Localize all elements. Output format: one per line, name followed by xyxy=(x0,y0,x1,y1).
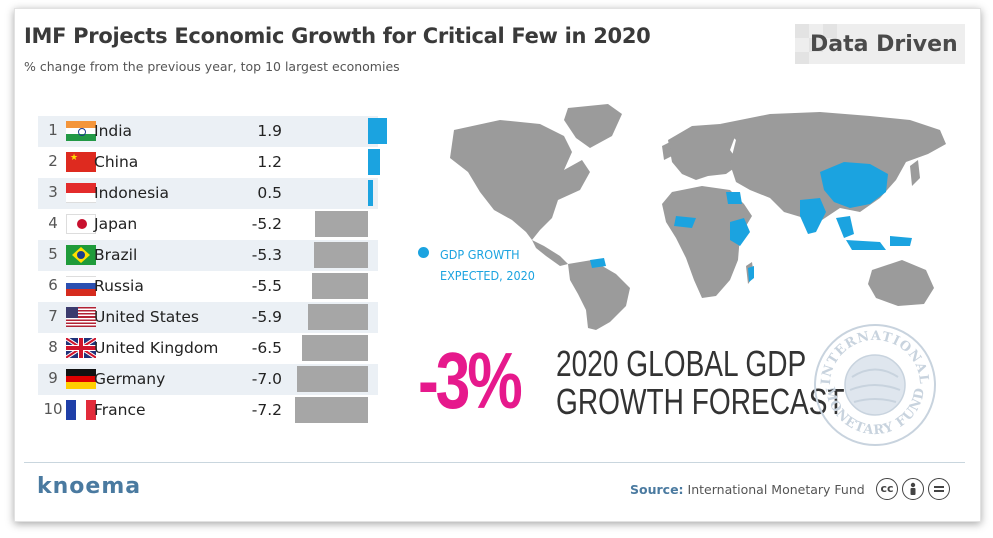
rank-label: 2 xyxy=(48,152,58,170)
uk-flag-icon xyxy=(66,338,96,358)
country-label: India xyxy=(94,122,133,140)
bar xyxy=(295,397,368,423)
source-text[interactable]: International Monetary Fund xyxy=(687,482,865,497)
equals-icon xyxy=(934,486,944,492)
source-label: Source: xyxy=(630,482,684,497)
bar xyxy=(368,149,381,175)
country-label: United States xyxy=(94,308,199,326)
country-label: Russia xyxy=(94,277,144,295)
bar xyxy=(312,273,368,299)
chart-subtitle: % change from the previous year, top 10 … xyxy=(24,59,400,74)
rank-label: 10 xyxy=(43,400,63,418)
rank-label: 8 xyxy=(48,338,58,356)
value-label: -5.2 xyxy=(251,215,282,233)
indonesia-flag-icon xyxy=(66,183,96,203)
brazil-flag-icon xyxy=(66,245,96,265)
chart-title: IMF Projects Economic Growth for Critica… xyxy=(24,24,651,48)
country-label: Germany xyxy=(94,370,166,388)
value-label: -5.3 xyxy=(251,246,282,264)
footer-divider xyxy=(24,462,965,463)
brand-label: Data Driven xyxy=(810,32,958,57)
china-flag-icon: ★ xyxy=(66,152,96,172)
value-label: -5.9 xyxy=(251,308,282,326)
value-label: -7.2 xyxy=(251,401,282,419)
no-derivatives-icon[interactable] xyxy=(928,478,950,500)
bar xyxy=(315,211,368,237)
bar xyxy=(368,118,388,144)
value-label: 1.2 xyxy=(257,153,282,171)
russia-flag-icon xyxy=(66,276,96,296)
usa-flag-icon xyxy=(66,307,96,327)
person-icon xyxy=(910,482,916,495)
country-label: China xyxy=(94,153,139,171)
france-flag-icon xyxy=(66,400,96,420)
value-label: -5.5 xyxy=(251,277,282,295)
legend-dot xyxy=(418,247,429,258)
map-legend: GDP GROWTH EXPECTED, 2020 xyxy=(440,247,535,283)
source-line: Source: International Monetary Fund xyxy=(630,482,865,497)
germany-flag-icon xyxy=(66,369,96,389)
value-label: -7.0 xyxy=(251,370,282,388)
bar xyxy=(302,335,368,361)
rank-label: 7 xyxy=(48,307,58,325)
attribution-icon[interactable] xyxy=(902,478,924,500)
country-label: United Kingdom xyxy=(94,339,219,357)
country-label: Brazil xyxy=(94,246,138,264)
value-label: 0.5 xyxy=(257,184,282,202)
value-label: 1.9 xyxy=(257,122,282,140)
rank-label: 4 xyxy=(48,214,58,232)
rank-label: 3 xyxy=(48,183,58,201)
india-flag-icon xyxy=(66,121,96,141)
forecast-label: 2020 GLOBAL GDP GROWTH FORECAST xyxy=(556,343,845,422)
rank-label: 9 xyxy=(48,369,58,387)
brand-box xyxy=(795,24,965,64)
cc-icon[interactable]: cc xyxy=(876,478,898,500)
bar xyxy=(314,242,368,268)
rank-label: 6 xyxy=(48,276,58,294)
rank-label: 1 xyxy=(48,121,58,139)
bar xyxy=(297,366,368,392)
country-label: Japan xyxy=(94,215,138,233)
world-map xyxy=(450,104,946,330)
country-label: France xyxy=(94,401,146,419)
forecast-value: -3% xyxy=(418,336,523,425)
value-label: -6.5 xyxy=(251,339,282,357)
rank-label: 5 xyxy=(48,245,58,263)
bar xyxy=(308,304,368,330)
country-label: Indonesia xyxy=(94,184,169,202)
imf-seal: INTERNATIONAL MONETARY FUND xyxy=(814,324,936,446)
knoema-logo[interactable]: knoema xyxy=(37,474,142,499)
japan-flag-icon xyxy=(66,214,96,234)
bar xyxy=(368,180,374,206)
